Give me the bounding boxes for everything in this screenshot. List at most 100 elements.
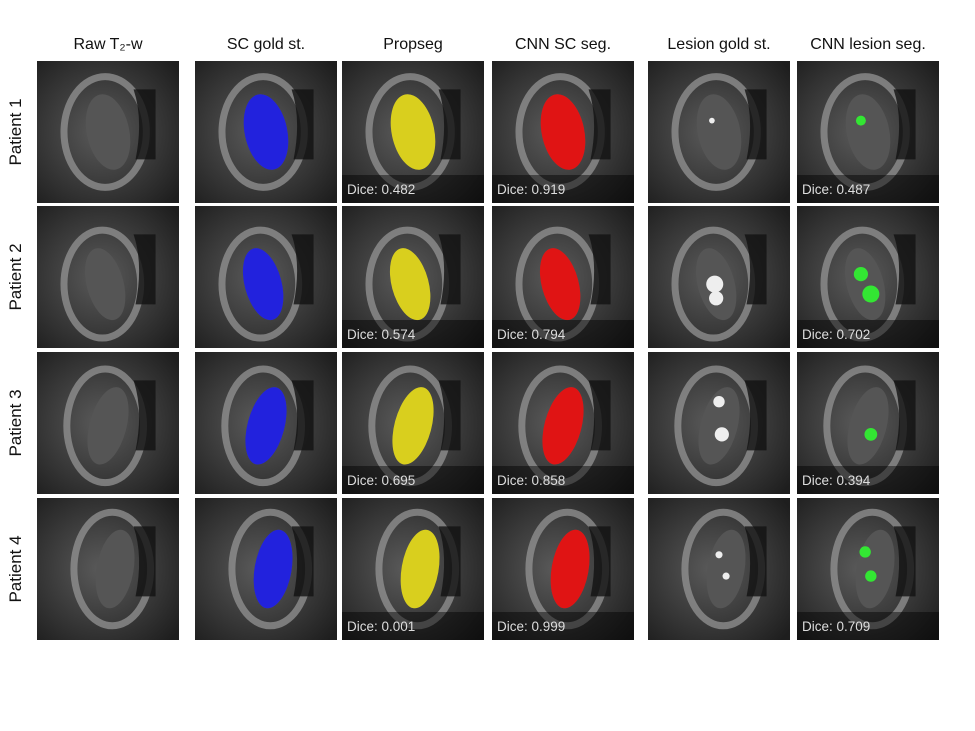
cord [87,387,129,465]
dice-label: Dice: 0.482 [347,182,415,197]
dice-bar [342,612,484,640]
csf-dark [438,380,461,451]
image-panel [648,61,790,203]
image-panel: Dice: 0.487 [797,61,939,203]
csf-dark [438,526,461,597]
dice-bar [797,320,939,348]
segmentation-mask [245,387,287,465]
lesion-mask [855,115,866,126]
image-panel: Dice: 0.702 [797,206,939,348]
segmentation-mask [392,387,434,465]
dice-label: Dice: 0.919 [497,182,565,197]
csf-dark [133,526,156,597]
lesion-mask [865,570,877,582]
cord [95,529,135,609]
image-panel: Dice: 0.482 [342,61,484,203]
csf-dark [291,234,314,305]
dice-bar [797,175,939,203]
cord [84,248,126,321]
lesion-mask [715,551,723,559]
row-label: Patient 3 [6,389,25,456]
dice-bar [342,466,484,494]
csf-dark [133,380,156,451]
csf-dark [744,526,767,597]
dice-bar [342,320,484,348]
dice-label: Dice: 0.001 [347,619,415,634]
csf-dark [438,89,461,160]
csf-dark [893,234,916,305]
csf-dark [893,89,916,160]
segmentation-mask [540,94,586,170]
segmentation-mask [542,387,584,465]
lesion-mask [709,291,724,306]
cord [698,387,740,465]
lesion-mask [722,572,730,580]
csf-dark [893,380,916,451]
dice-label: Dice: 0.794 [497,327,566,342]
csf-dark [744,89,767,160]
image-panel [195,61,337,203]
csf-dark [291,526,314,597]
column-header: CNN SC seg. [515,36,611,53]
dice-bar [492,175,634,203]
row-label: Patient 4 [6,535,25,602]
csf-dark [588,234,611,305]
dice-label: Dice: 0.574 [347,327,416,342]
image-panel: Dice: 0.999 [492,498,634,640]
csf-dark [133,234,156,305]
dice-bar [342,175,484,203]
image-panel: Dice: 0.001 [342,498,484,640]
column-header: SC gold st. [227,36,305,53]
image-panel [37,206,179,348]
column-header: Propseg [383,36,443,53]
image-panel: Dice: 0.709 [797,498,939,640]
segmentation-mask [550,529,590,609]
dice-label: Dice: 0.695 [347,473,415,488]
csf-dark [588,89,611,160]
segmentation-mask [242,248,284,321]
segmentation-mask [400,529,440,609]
image-panel: Dice: 0.858 [492,352,634,494]
image-panel: Dice: 0.794 [492,206,634,348]
image-panel [648,206,790,348]
dice-label: Dice: 0.702 [802,327,870,342]
image-panel: Dice: 0.574 [342,206,484,348]
dice-bar [797,466,939,494]
dice-label: Dice: 0.709 [802,619,870,634]
cord [85,94,131,170]
image-panel: Dice: 0.919 [492,61,634,203]
cord [847,387,889,465]
csf-dark [744,380,767,451]
lesion-mask [853,267,869,282]
csf-dark [588,380,611,451]
segmentation-mask [253,529,293,609]
dice-bar [492,612,634,640]
cord [706,529,746,609]
image-panel [648,498,790,640]
csf-dark [438,234,461,305]
image-panel [648,352,790,494]
image-panel: Dice: 0.394 [797,352,939,494]
image-panel [37,352,179,494]
row-label: Patient 2 [6,243,25,310]
csf-dark [291,89,314,160]
row-label: Patient 1 [6,98,25,165]
segmentation-mask [539,248,581,321]
segmentation-mask [243,94,289,170]
cord [845,94,891,170]
lesion-mask [862,285,880,303]
image-panel [195,352,337,494]
dice-bar [797,612,939,640]
column-header: Lesion gold st. [667,36,770,53]
csf-dark [744,234,767,305]
csf-dark [893,526,916,597]
csf-dark [133,89,156,160]
csf-dark [588,526,611,597]
csf-dark [291,380,314,451]
lesion-mask [713,396,725,408]
column-header: CNN lesion seg. [810,36,926,53]
segmentation-mask [389,248,431,321]
lesion-mask [709,117,715,124]
cord [844,248,886,321]
